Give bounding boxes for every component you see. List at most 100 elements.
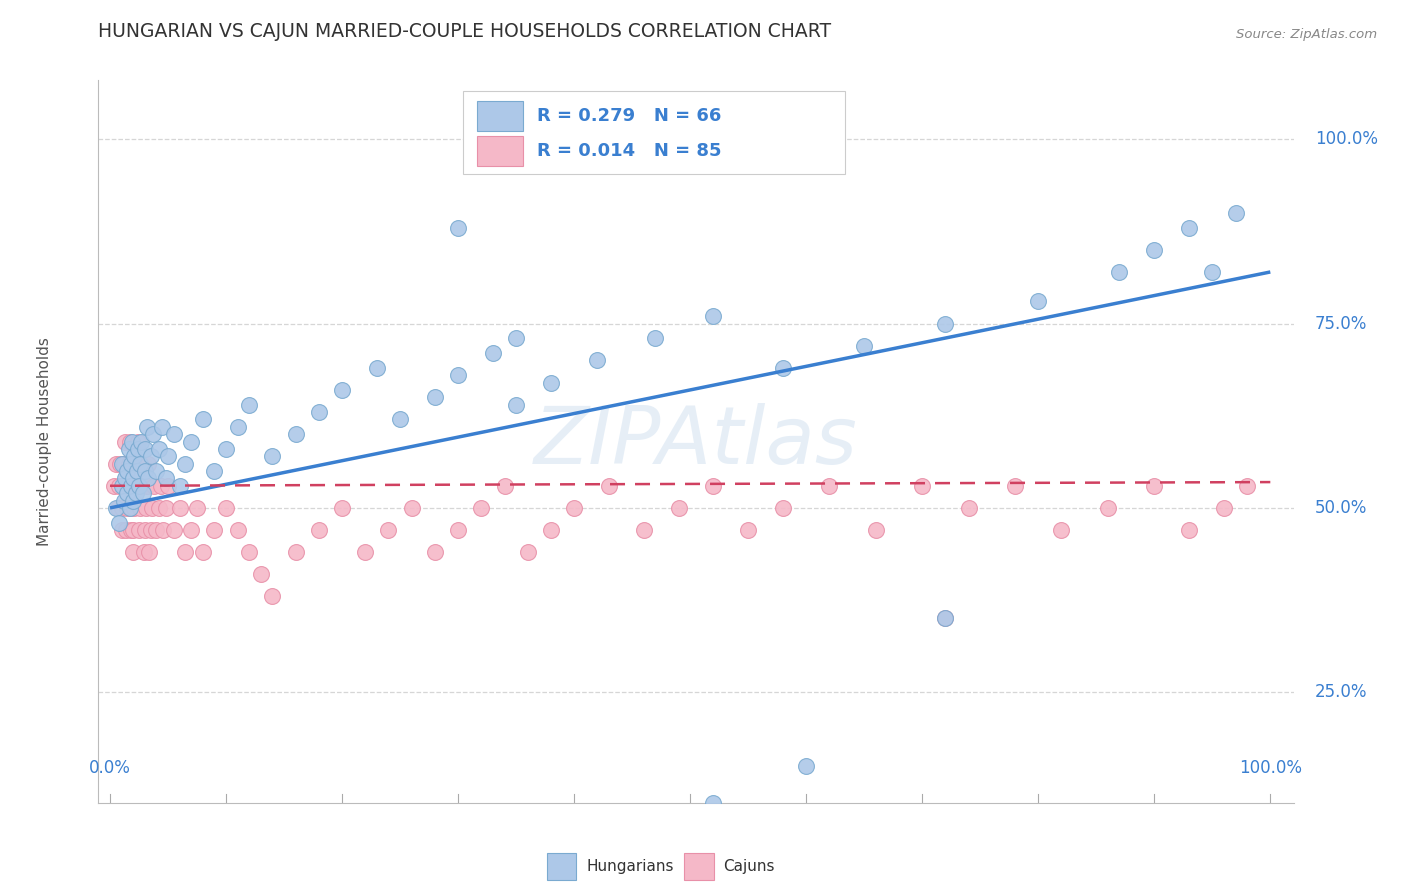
Point <box>139 450 162 464</box>
Point <box>737 523 759 537</box>
Point <box>134 442 156 456</box>
Point <box>104 457 127 471</box>
Point <box>1178 523 1201 537</box>
Point <box>1050 523 1073 537</box>
Point <box>145 464 167 478</box>
Point <box>482 346 505 360</box>
Point <box>540 523 562 537</box>
Bar <box>547 853 576 880</box>
Point <box>136 419 159 434</box>
Point <box>110 457 132 471</box>
Point <box>169 500 191 515</box>
Point <box>447 368 470 383</box>
Point <box>702 309 724 323</box>
Point <box>818 479 841 493</box>
Point <box>142 427 165 442</box>
Point <box>702 796 724 810</box>
Point <box>138 545 160 559</box>
Point <box>128 523 150 537</box>
Point <box>122 493 145 508</box>
Point <box>1236 479 1258 493</box>
Point <box>1143 479 1166 493</box>
Point <box>152 523 174 537</box>
Point <box>423 390 446 404</box>
Point <box>447 220 470 235</box>
Point <box>330 383 353 397</box>
Point <box>145 523 167 537</box>
Point <box>134 523 156 537</box>
Point <box>120 457 142 471</box>
Point <box>155 471 177 485</box>
Text: 25.0%: 25.0% <box>1315 683 1368 701</box>
Point <box>148 500 170 515</box>
Point <box>131 479 153 493</box>
Point <box>366 360 388 375</box>
Point <box>191 545 214 559</box>
Point <box>377 523 399 537</box>
Point <box>108 516 131 530</box>
Point <box>103 479 125 493</box>
Text: 100.0%: 100.0% <box>1315 130 1378 148</box>
Point <box>633 523 655 537</box>
Point <box>934 317 956 331</box>
Point <box>215 500 238 515</box>
Point <box>131 434 153 449</box>
Point <box>1212 500 1234 515</box>
Point <box>132 545 155 559</box>
Point <box>127 434 149 449</box>
Point <box>131 486 153 500</box>
Point <box>139 523 162 537</box>
Point <box>174 545 197 559</box>
Point <box>125 464 148 478</box>
Point <box>114 471 136 485</box>
Point <box>586 353 609 368</box>
Point <box>118 434 141 449</box>
Point <box>238 545 260 559</box>
Point <box>108 479 131 493</box>
Point <box>122 523 145 537</box>
Text: 50.0%: 50.0% <box>1315 499 1368 516</box>
Point <box>1026 294 1049 309</box>
Point <box>169 479 191 493</box>
Point <box>957 500 980 515</box>
Point <box>204 464 226 478</box>
Point <box>148 442 170 456</box>
Point <box>794 759 817 773</box>
Point <box>447 523 470 537</box>
Point <box>124 450 146 464</box>
Point <box>598 479 620 493</box>
Point <box>120 500 142 515</box>
Point <box>911 479 934 493</box>
Point <box>284 427 307 442</box>
Point <box>494 479 516 493</box>
Point <box>115 523 138 537</box>
Point <box>157 450 180 464</box>
Point <box>505 331 527 345</box>
Point <box>934 611 956 625</box>
Point <box>117 500 139 515</box>
Text: Cajuns: Cajuns <box>724 859 775 874</box>
Point <box>1097 500 1119 515</box>
Point <box>401 500 423 515</box>
Point <box>174 457 197 471</box>
Point <box>423 545 446 559</box>
Point <box>284 545 307 559</box>
Point <box>117 464 139 478</box>
Point <box>215 442 238 456</box>
Point <box>865 523 887 537</box>
Point <box>204 523 226 537</box>
FancyBboxPatch shape <box>463 91 845 174</box>
Point <box>562 500 585 515</box>
Text: 100.0%: 100.0% <box>1239 759 1302 778</box>
Point <box>124 500 146 515</box>
Point <box>117 486 139 500</box>
Point <box>180 523 202 537</box>
Point <box>772 360 794 375</box>
Point <box>111 457 134 471</box>
Point <box>1178 220 1201 235</box>
Point <box>163 427 186 442</box>
Point <box>141 500 163 515</box>
Point <box>127 442 149 456</box>
Point <box>111 523 134 537</box>
Point <box>262 590 284 604</box>
